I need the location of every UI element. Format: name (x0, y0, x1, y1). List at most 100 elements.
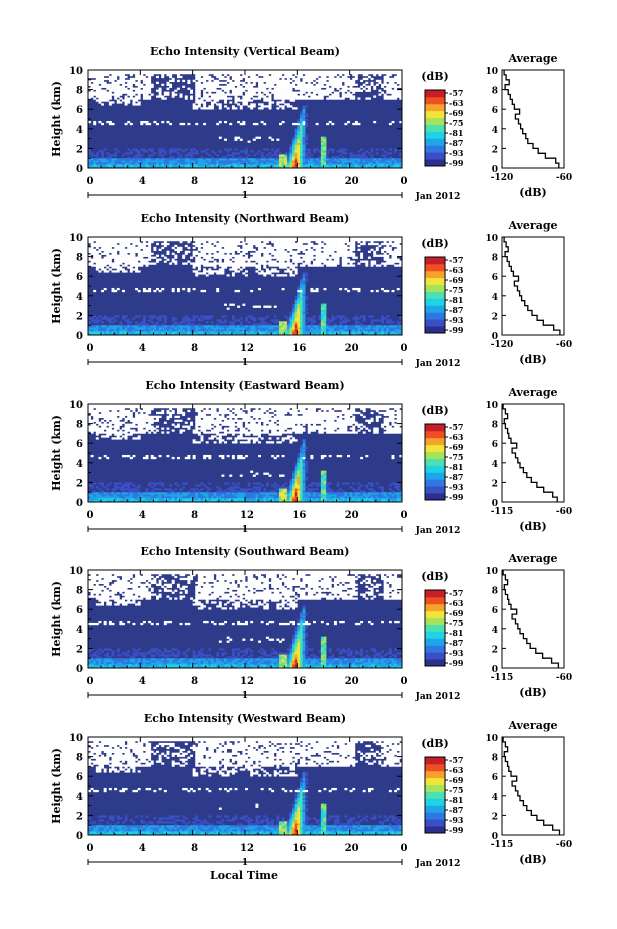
heatmap-cell (255, 266, 259, 269)
colorbar-tick-label: -93 (449, 148, 464, 158)
heatmap-cell (95, 75, 99, 79)
heatmap-cell (142, 148, 146, 151)
heatmap-cell (106, 70, 110, 73)
heatmap-cell (187, 237, 191, 240)
heatmap-cell (365, 97, 369, 100)
heatmap-cell (142, 252, 146, 255)
heatmap-cell (195, 75, 199, 79)
heatmap-cell (184, 319, 188, 322)
heatmap-cell (218, 256, 222, 259)
heatmap-cell (394, 75, 398, 79)
heatmap-cell (284, 237, 288, 240)
heatmap-cell (381, 91, 384, 94)
heatmap-cell (250, 244, 254, 248)
heatmap-cell (297, 244, 301, 248)
heatmap-cell (231, 75, 235, 79)
heatmap-cell (289, 164, 293, 167)
heatmap-cell (218, 248, 222, 252)
heatmap-cell (341, 254, 345, 257)
heatmap-cell (365, 327, 369, 330)
heatmap-cell (297, 136, 301, 139)
heatmap-cell (297, 120, 301, 124)
heatmap-cell (135, 238, 139, 242)
heatmap-cell (268, 254, 272, 257)
heatmap-cell (190, 160, 193, 163)
heatmap-cell (265, 248, 269, 252)
heatmap-cell (375, 164, 379, 167)
heatmap-cell (148, 258, 152, 261)
heatmap-cell (333, 327, 337, 330)
heatmap-cell (135, 71, 139, 75)
heatmap-cell (281, 79, 285, 83)
heatmap-cell (320, 162, 324, 165)
heatmap-cell (245, 160, 248, 163)
date-label: Jan 2012 (415, 192, 461, 202)
heatmap-cell (362, 319, 366, 322)
heatmap-cell (142, 166, 146, 169)
heatmap-cell (93, 70, 97, 73)
heatmap-cell (265, 99, 269, 102)
heatmap-cell (370, 327, 374, 330)
heatmap-cell (93, 166, 97, 169)
heatmap-cell (124, 333, 128, 336)
heatmap-cell (310, 70, 314, 73)
heatmap-cell (289, 317, 293, 320)
heatmap-cell (116, 70, 120, 73)
heatmap-cell (273, 244, 277, 248)
heatmap-cell (208, 246, 212, 250)
heatmap-cell (90, 252, 94, 255)
heatmap-cell (122, 71, 125, 75)
heatmap-cell (276, 256, 280, 259)
heatmap-cell (299, 91, 303, 94)
heatmap-cell (216, 248, 220, 252)
heatmap-cell (383, 242, 387, 246)
heatmap-cell (373, 71, 377, 75)
heatmap-cell (378, 79, 382, 83)
heatmap-cell (305, 321, 309, 324)
profile-x-tick-label: -120 (491, 173, 514, 183)
heatmap-cell (187, 164, 191, 167)
heatmap-cell (323, 309, 327, 312)
heatmap-cell (276, 93, 280, 96)
heatmap-cell (299, 144, 303, 147)
heatmap-cell (229, 303, 233, 306)
heatmap-cell (192, 71, 196, 75)
heatmap-cell (127, 89, 131, 92)
heatmap-cell (166, 91, 170, 94)
heatmap-cell (320, 95, 324, 98)
heatmap-cell (299, 126, 303, 130)
heatmap-cell (263, 331, 267, 334)
heatmap-cell (114, 87, 118, 90)
heatmap-cell (137, 75, 141, 79)
heatmap-cell (258, 91, 261, 94)
heatmap-cell (347, 242, 350, 246)
heatmap-cell (255, 238, 259, 242)
heatmap-cell (221, 262, 225, 265)
heatmap-cell (195, 158, 199, 161)
heatmap-cell (326, 331, 330, 334)
heatmap-cell (331, 89, 335, 92)
heatmap-cell (161, 333, 165, 336)
heatmap-cell (229, 154, 233, 157)
heatmap-cell (383, 252, 387, 255)
heatmap-cell (381, 319, 384, 322)
heatmap-cell (341, 79, 345, 83)
heatmap-cell (297, 166, 301, 169)
heatmap-cell (354, 238, 358, 242)
heatmap-cell (362, 162, 366, 165)
heatmap-cell (341, 238, 345, 242)
heatmap-cell (101, 81, 104, 85)
heatmap-cell (234, 256, 238, 259)
heatmap-cell (367, 97, 371, 100)
heatmap-cell (163, 329, 167, 332)
heatmap-cell (161, 73, 165, 77)
heatmap-cell (383, 77, 387, 81)
heatmap-cell (203, 317, 207, 320)
heatmap-cell (184, 95, 188, 98)
heatmap-cell (268, 70, 272, 73)
heatmap-cell (294, 91, 298, 94)
heatmap-cell (247, 99, 251, 102)
heatmap-cell (339, 315, 343, 318)
heatmap-cell (90, 237, 94, 240)
heatmap-cell (396, 75, 400, 79)
